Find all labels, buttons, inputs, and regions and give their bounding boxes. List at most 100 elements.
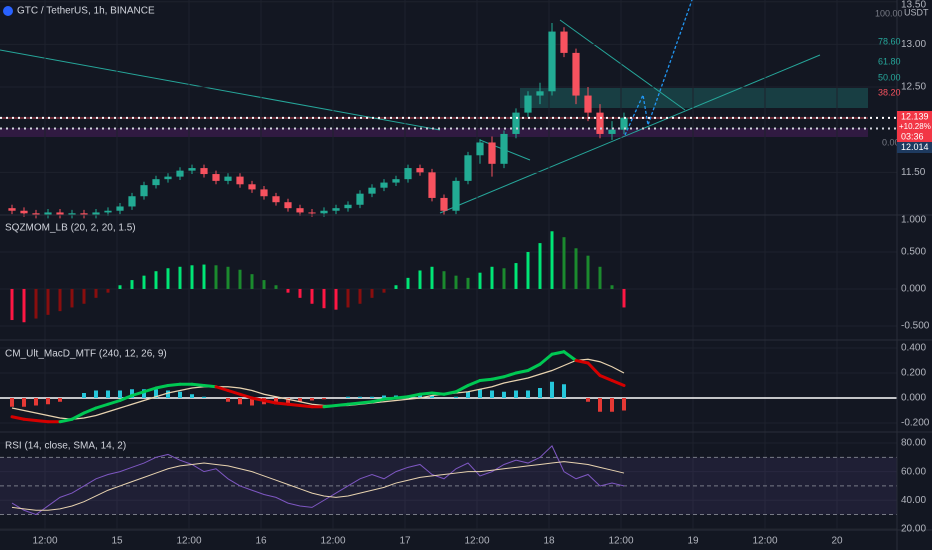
candle-body — [44, 212, 52, 215]
histogram-bar — [154, 271, 158, 289]
macd-segment — [118, 394, 134, 402]
candle-body — [116, 206, 124, 211]
candle-body — [620, 117, 628, 130]
macd-segment — [514, 369, 530, 375]
histogram-bar — [322, 398, 326, 400]
candle-body — [512, 112, 520, 134]
candle-body — [452, 180, 460, 211]
histogram-bar — [202, 264, 206, 289]
macd-segment — [250, 396, 266, 402]
macd-segment — [526, 362, 542, 372]
histogram-bar — [370, 288, 374, 298]
histogram-bar — [34, 398, 38, 406]
histogram-bar — [286, 288, 290, 293]
rsi-line — [11, 445, 625, 516]
y-tick-label: 60.00 — [901, 466, 926, 477]
histogram-bar — [130, 389, 134, 398]
histogram-bar — [394, 285, 398, 289]
fib-zone-low — [0, 128, 868, 137]
candle-body — [368, 187, 376, 194]
histogram-bar — [10, 288, 14, 321]
price-line-box — [897, 142, 932, 153]
macd-segment — [94, 402, 110, 410]
candle-body — [380, 182, 388, 188]
histogram-bar — [46, 288, 50, 315]
candle-body — [236, 176, 244, 185]
histogram-bar — [382, 288, 386, 293]
x-tick-label: 12:00 — [32, 536, 57, 547]
candle-body — [272, 196, 280, 203]
macd-segment — [190, 382, 206, 387]
histogram-bar — [178, 266, 182, 289]
histogram-bar — [610, 398, 614, 412]
histogram-bar — [550, 381, 554, 398]
y-tick-label: 40.00 — [901, 495, 926, 506]
candle-body — [548, 31, 556, 92]
histogram-bar — [502, 391, 506, 398]
macd-segment — [490, 375, 506, 381]
candle-body — [32, 213, 40, 215]
y-tick-label: 20.00 — [901, 523, 926, 534]
macd-segment — [598, 374, 614, 382]
fib-label: 0.00 — [882, 137, 900, 147]
panel-title: CM_Ult_MacD_MTF (240, 12, 26, 9) — [5, 349, 167, 360]
candle-body — [56, 212, 64, 215]
x-tick-label: 12:00 — [176, 536, 201, 547]
histogram-bar — [250, 398, 254, 406]
histogram-bar — [34, 288, 38, 319]
x-tick-label: 16 — [255, 536, 267, 547]
x-tick-label: 18 — [543, 536, 555, 547]
candle-body — [488, 142, 496, 164]
last-price: 12.139 — [901, 111, 929, 121]
macd-segment — [610, 379, 626, 387]
histogram-bar — [574, 248, 578, 289]
x-tick-label: 12:00 — [320, 536, 345, 547]
candle-body — [176, 170, 184, 177]
histogram-bar — [322, 288, 326, 309]
histogram-bar — [106, 390, 110, 398]
histogram-bar — [538, 243, 542, 289]
y-tick-label: 13.50 — [901, 0, 926, 11]
histogram-bar — [250, 274, 254, 289]
macd-segment — [262, 399, 278, 405]
macd-segment — [286, 402, 302, 407]
histogram-bar — [490, 390, 494, 398]
histogram-bar — [202, 396, 206, 398]
histogram-bar — [562, 384, 566, 398]
macd-segment — [322, 404, 338, 409]
histogram-bar — [58, 288, 62, 312]
histogram-bar — [310, 398, 314, 401]
histogram-bar — [466, 391, 470, 398]
macd-segment — [550, 350, 566, 356]
candle-body — [128, 196, 136, 207]
macd-segment — [502, 371, 518, 379]
histogram-bar — [214, 265, 218, 289]
histogram-bar — [454, 396, 458, 398]
candle-body — [248, 184, 256, 190]
histogram-bar — [82, 288, 86, 304]
candle-body — [104, 210, 112, 213]
macd-segment — [214, 385, 230, 392]
fib-zone — [520, 88, 868, 108]
macd-segment — [442, 390, 458, 396]
candle-body — [8, 208, 16, 211]
histogram-bar — [346, 396, 350, 398]
histogram-bar — [262, 280, 266, 289]
y-tick-label: 0.400 — [901, 343, 926, 354]
histogram-bar — [526, 251, 530, 289]
price-box — [897, 111, 932, 143]
trend-line — [439, 54, 821, 214]
candle-body — [584, 95, 592, 113]
histogram-bar — [166, 268, 170, 289]
macd-segment — [406, 392, 422, 399]
x-tick-label: 19 — [687, 536, 699, 547]
histogram-bar — [454, 275, 458, 289]
histogram-bar — [118, 285, 122, 289]
histogram-bar — [550, 231, 554, 289]
candle-body — [140, 185, 148, 197]
histogram-bar — [226, 398, 230, 402]
unit-label: USDT — [904, 7, 929, 17]
fib-label: 38.20 — [878, 87, 901, 97]
histogram-bar — [94, 390, 98, 398]
